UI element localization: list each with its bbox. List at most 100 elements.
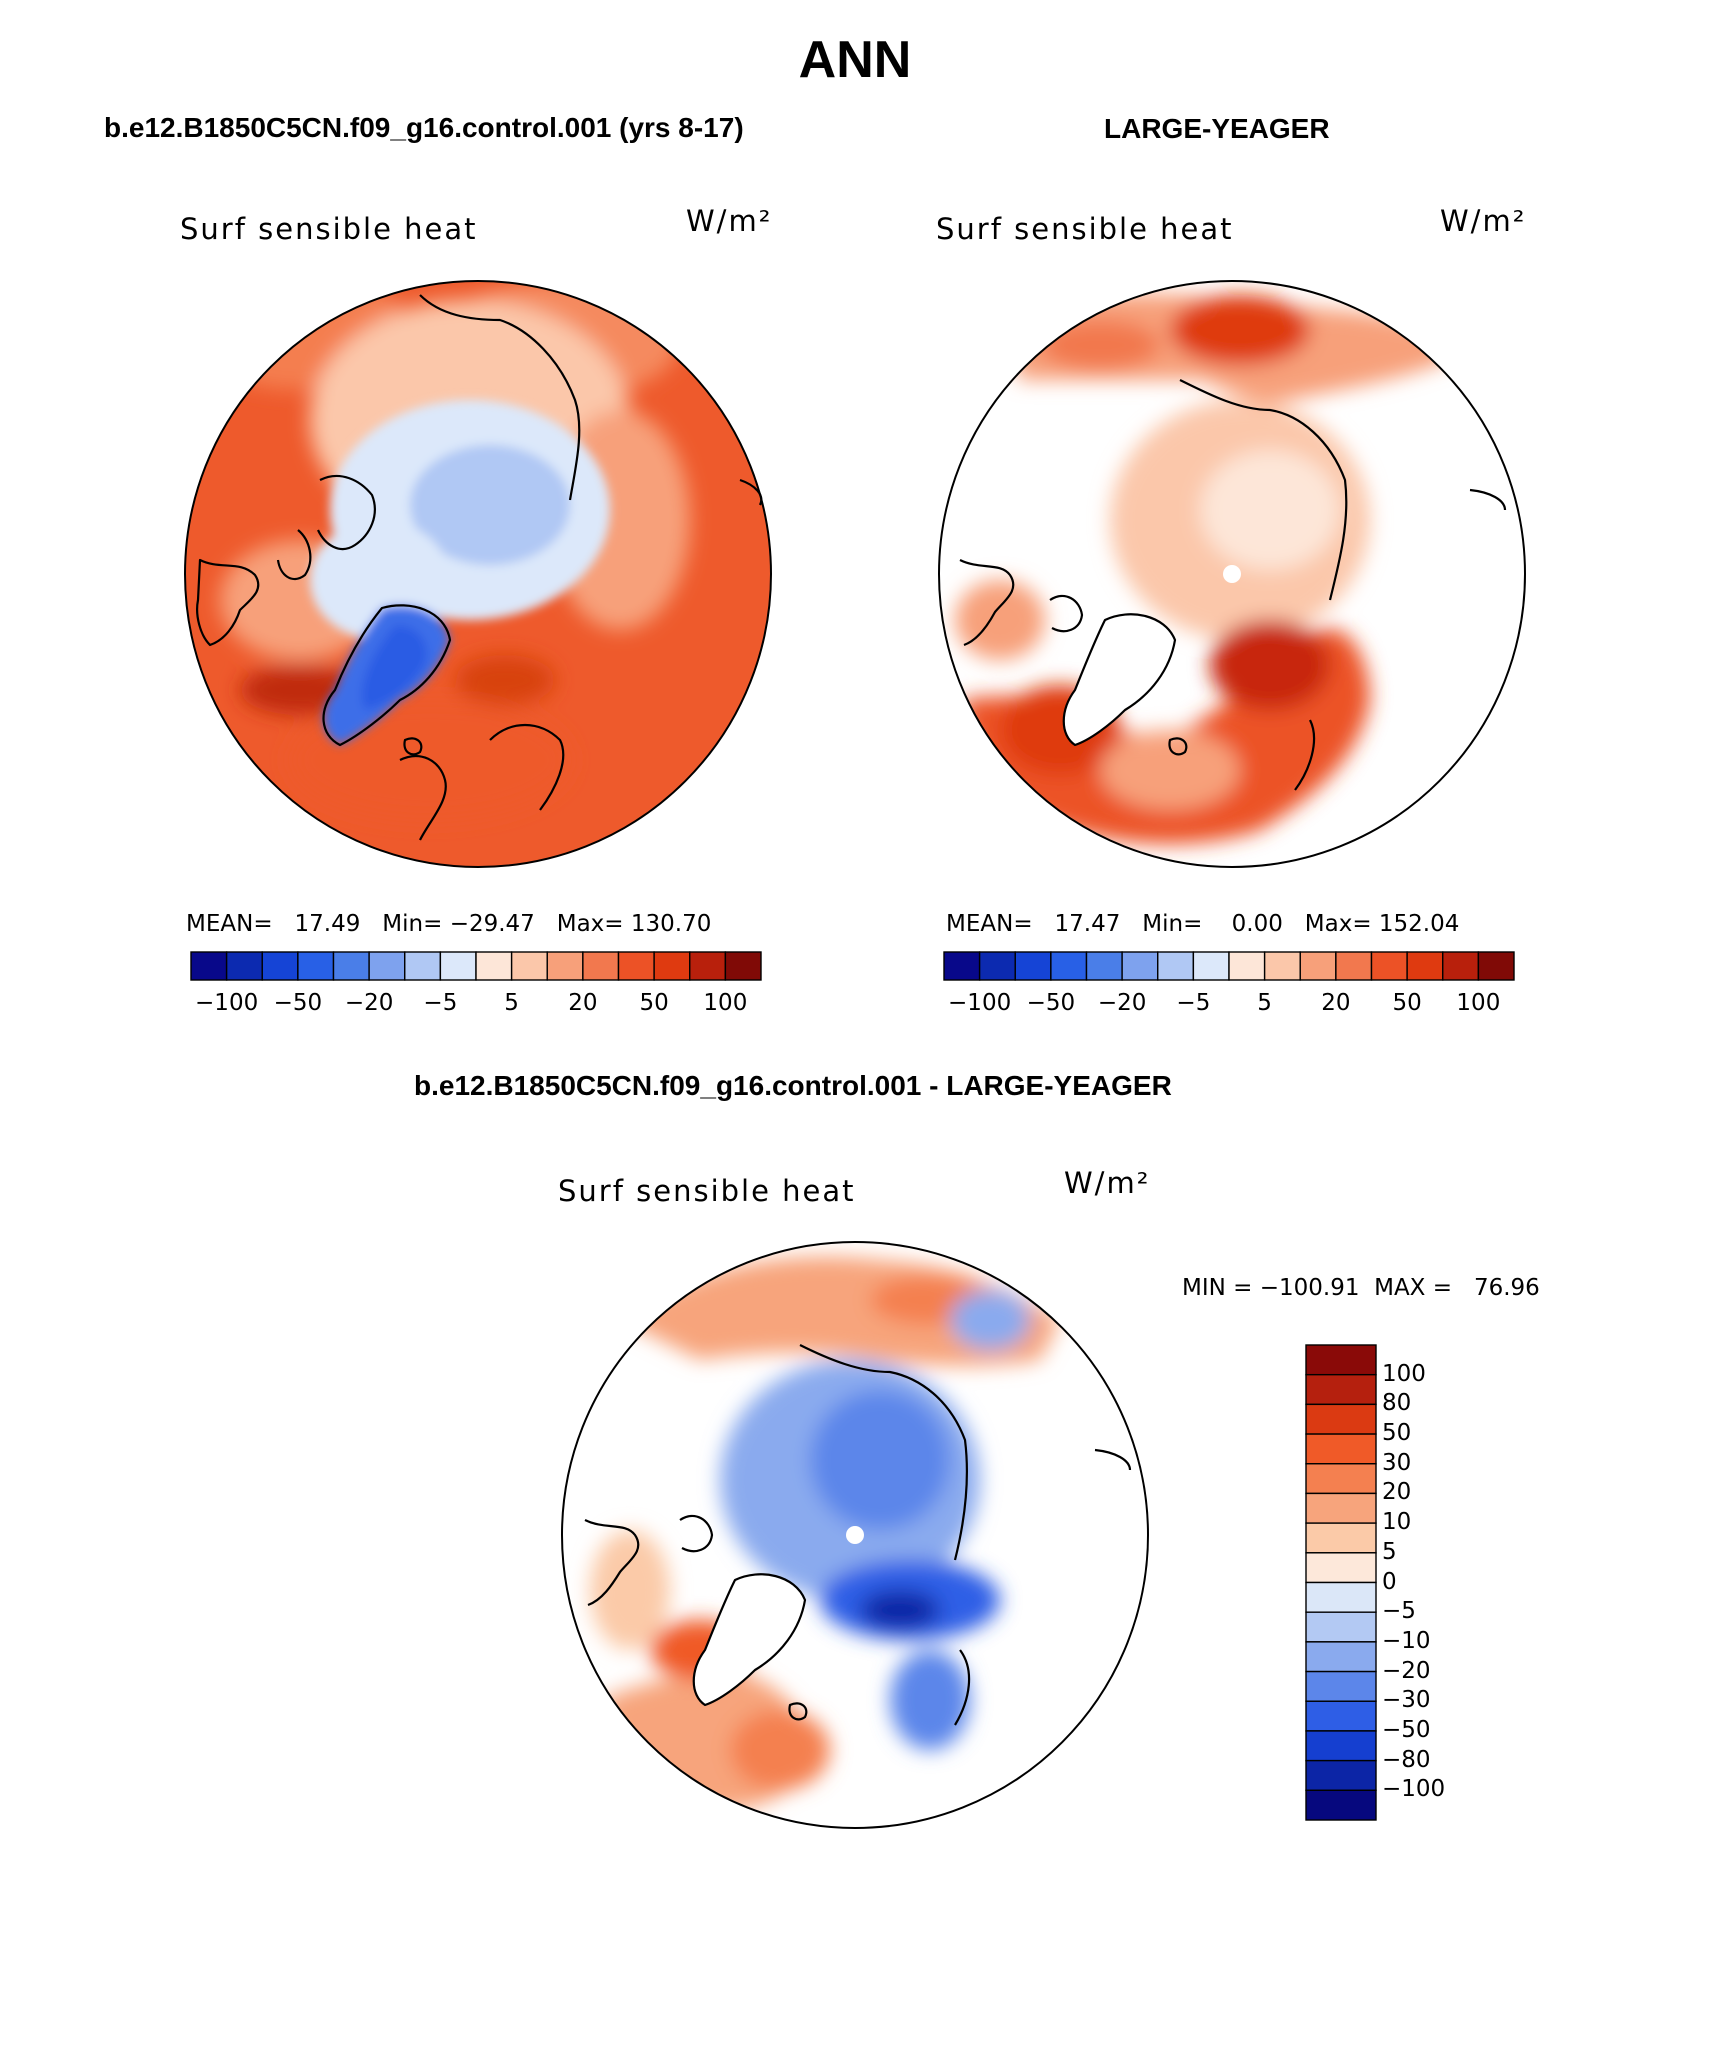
panel3-pole-mask	[846, 1526, 864, 1544]
colorbar-tick-label: −5	[1176, 990, 1211, 1016]
panel1-contour-field	[185, 281, 771, 867]
colorbar-swatch	[1305, 1463, 1377, 1495]
colorbar-swatch	[1305, 1403, 1377, 1435]
colorbar-tick-label: −30	[1382, 1687, 1431, 1714]
panel1-field-blob	[410, 445, 570, 565]
panel2-map-border	[938, 280, 1526, 868]
panel2-archipelago-coast	[1049, 594, 1084, 633]
panel3-iceland-coast	[788, 1702, 808, 1721]
colorbar-tick-label: 5	[504, 990, 519, 1016]
panel2-siberia-coast	[1179, 379, 1348, 601]
colorbar-swatch	[1442, 951, 1480, 981]
colorbar-tick-label: −100	[195, 990, 259, 1016]
panel1-archipelago-coast	[317, 474, 376, 551]
panel3-polar-map	[561, 1241, 1149, 1829]
panel1-stats: MEAN= 17.49 Min= −29.47 Max= 130.70	[186, 911, 712, 937]
colorbar-tick-label: 20	[1382, 1479, 1412, 1506]
colorbar-swatch	[1085, 951, 1123, 981]
colorbar-swatch	[332, 951, 370, 981]
panel1-scandinavia-coast	[399, 755, 447, 841]
panel3-field-blob	[860, 1590, 940, 1630]
colorbar-swatch	[724, 951, 762, 981]
panel3-greenland-mask	[693, 1574, 805, 1705]
panel3-map-border	[561, 1241, 1149, 1829]
colorbar-swatch	[1305, 1641, 1377, 1673]
colorbar-tick-label: 30	[1382, 1449, 1412, 1476]
colorbar-tick-label: 50	[639, 990, 669, 1016]
panel2-field-blob	[955, 580, 1045, 660]
colorbar-tick-label: −50	[273, 990, 323, 1016]
panel1-europe-coast	[489, 723, 565, 811]
colorbar-swatch	[1305, 1789, 1377, 1821]
panel1-colorbar	[190, 951, 762, 981]
colorbar-tick-label: 100	[1456, 990, 1501, 1016]
panel2-island-coast	[1469, 488, 1507, 511]
panel2-coastlines	[959, 379, 1507, 791]
colorbar-tick-label: 50	[1392, 990, 1422, 1016]
panel2-iceland-coast	[1168, 737, 1188, 756]
colorbar-tick-label: −10	[1382, 1627, 1431, 1654]
panel1-map-border	[184, 280, 772, 868]
colorbar-swatch	[1305, 1373, 1377, 1406]
colorbar-swatch	[1014, 951, 1052, 981]
colorbar-swatch	[404, 951, 442, 981]
panel3-variable-label: Surf sensible heat	[558, 1174, 856, 1208]
panel3-coastlines	[584, 1344, 1132, 1726]
colorbar-swatch	[1121, 951, 1159, 981]
colorbar-tick-label: −50	[1382, 1716, 1431, 1743]
panel3-archipelago-coast	[679, 1514, 714, 1553]
panel1-iceland-coast	[403, 737, 423, 756]
panel1-archipelago-coast	[276, 529, 312, 581]
colorbar-tick-label: 100	[1382, 1360, 1426, 1387]
colorbar-tick-label: −50	[1026, 990, 1076, 1016]
panel3-colorbar	[1305, 1344, 1377, 1821]
colorbar-tick-label: −20	[344, 990, 394, 1016]
panel2-field-blob	[1040, 320, 1160, 370]
colorbar-swatch	[978, 951, 1016, 981]
colorbar-swatch	[1305, 1670, 1377, 1702]
colorbar-tick-label: −80	[1382, 1746, 1431, 1773]
colorbar-swatch	[261, 951, 299, 981]
colorbar-tick-label: 20	[1321, 990, 1351, 1016]
panel3-field-blob	[730, 1710, 830, 1790]
colorbar-tick-label: 100	[703, 990, 748, 1016]
colorbar-tick-label: −20	[1097, 990, 1147, 1016]
panel1-siberia-coast	[419, 294, 581, 501]
colorbar-swatch	[1305, 1611, 1377, 1643]
colorbar-swatch	[225, 951, 263, 981]
colorbar-swatch	[1305, 1433, 1377, 1465]
panel2-polar-map	[938, 280, 1526, 868]
colorbar-tick-label: −20	[1382, 1657, 1431, 1684]
colorbar-swatch	[190, 951, 228, 981]
colorbar-swatch	[943, 951, 981, 981]
panel3-field-blob	[810, 1390, 950, 1530]
panel2-field-blob	[1170, 295, 1310, 365]
panel2-field-blob	[1210, 620, 1330, 710]
panel2-pole-mask	[1223, 565, 1241, 583]
colorbar-swatch	[1305, 1522, 1377, 1554]
colorbar-swatch	[1305, 1581, 1377, 1613]
colorbar-swatch	[510, 951, 548, 981]
panel1-greenland-coast	[322, 604, 452, 747]
panel1-field-blob	[455, 655, 555, 705]
difference-panel-title: b.e12.B1850C5CN.f09_g16.control.001 - LA…	[414, 1070, 1172, 1101]
panel3-scandinavia-coast	[954, 1649, 971, 1726]
panel3-field-blob	[590, 1530, 670, 1650]
colorbar-swatch	[1157, 951, 1195, 981]
panel2-units-label: W/m²	[1440, 204, 1527, 238]
panel1-coastlines	[196, 294, 763, 841]
right-panel-case-title: LARGE-YEAGER	[1104, 113, 1330, 144]
colorbar-swatch	[439, 951, 477, 981]
colorbar-tick-label: −5	[1382, 1598, 1416, 1625]
panel1-units-label: W/m²	[686, 204, 773, 238]
panel2-stats: MEAN= 17.47 Min= 0.00 Max= 152.04	[946, 911, 1460, 937]
panel3-units-label: W/m²	[1064, 1166, 1151, 1200]
panel3-contour-field	[562, 1242, 1148, 1828]
colorbar-swatch	[1477, 951, 1515, 981]
colorbar-swatch	[1370, 951, 1408, 981]
colorbar-swatch	[653, 951, 691, 981]
colorbar-tick-label: 50	[1382, 1420, 1412, 1447]
panel2-field-blob	[1200, 450, 1340, 570]
colorbar-tick-label: −100	[948, 990, 1012, 1016]
colorbar-swatch	[1305, 1759, 1377, 1792]
